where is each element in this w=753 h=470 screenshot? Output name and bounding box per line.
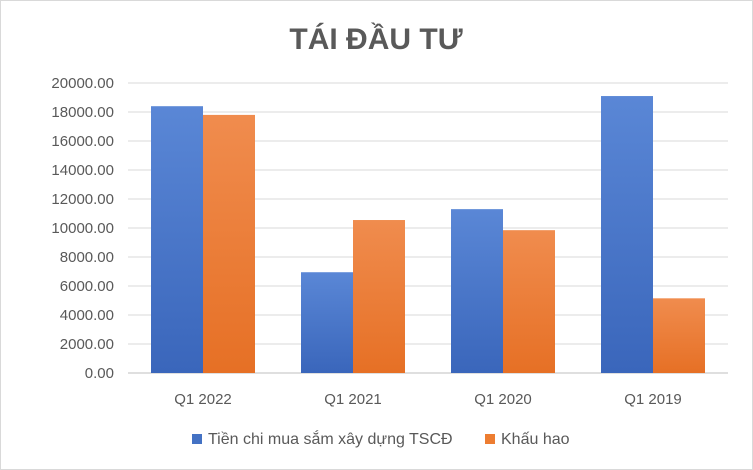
- y-axis-ticks: 0.00 2000.00 4000.00 6000.00 8000.00 10000.00…: [51, 75, 114, 382]
- x-tick-label: Q1 2019: [624, 391, 682, 408]
- x-tick-label: Q1 2021: [324, 391, 382, 408]
- legend-swatch: [485, 434, 495, 444]
- bars: [151, 96, 705, 374]
- y-tick-label: 8000.00: [60, 249, 114, 266]
- y-tick-label: 10000.00: [51, 220, 114, 237]
- bar-khau-hao: [653, 298, 705, 373]
- y-tick-label: 0.00: [85, 365, 114, 382]
- bar-tien-chi: [151, 106, 203, 373]
- bar-tien-chi: [301, 272, 353, 373]
- legend-label: Tiền chi mua sắm xây dựng TSCĐ: [208, 429, 453, 448]
- x-axis-ticks: Q1 2022 Q1 2021 Q1 2020 Q1 2019: [174, 391, 682, 408]
- y-tick-label: 4000.00: [60, 307, 114, 324]
- legend: Tiền chi mua sắm xây dựng TSCĐ Khấu hao: [192, 429, 570, 448]
- y-tick-label: 6000.00: [60, 278, 114, 295]
- x-tick-label: Q1 2020: [474, 391, 532, 408]
- y-tick-label: 16000.00: [51, 133, 114, 150]
- bar-tien-chi: [601, 96, 653, 374]
- y-tick-label: 14000.00: [51, 162, 114, 179]
- legend-label: Khấu hao: [501, 431, 570, 448]
- bar-tien-chi: [451, 209, 503, 373]
- y-tick-label: 20000.00: [51, 75, 114, 92]
- chart-title: TÁI ĐẦU TƯ: [289, 22, 462, 56]
- y-tick-label: 12000.00: [51, 191, 114, 208]
- y-tick-label: 2000.00: [60, 336, 114, 353]
- bar-khau-hao: [503, 230, 555, 373]
- y-tick-label: 18000.00: [51, 104, 114, 121]
- bar-khau-hao: [353, 220, 405, 373]
- x-tick-label: Q1 2022: [174, 391, 232, 408]
- bar-khau-hao: [203, 114, 255, 374]
- legend-swatch: [192, 434, 202, 444]
